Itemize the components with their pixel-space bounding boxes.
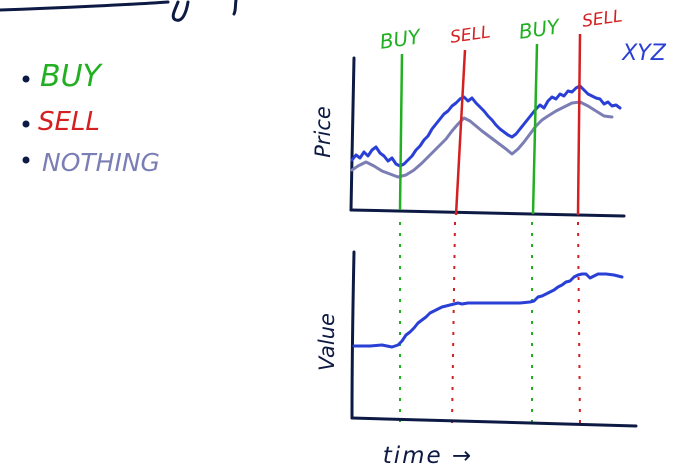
signal-line-sell-2 <box>576 33 582 216</box>
signal-line-buy-1 <box>398 53 404 211</box>
signal-line-buy-2 <box>531 43 539 215</box>
title-scribble <box>0 0 238 22</box>
signal-label-buy-2: BUY <box>517 14 562 44</box>
legend-label-buy: BUY <box>40 59 104 94</box>
signal-labels: BUY SELL BUY SELL <box>378 6 623 53</box>
price-chart-ylabel: Price <box>311 106 335 158</box>
legend-bullet-sell <box>22 120 30 128</box>
legend-bullet-buy <box>22 75 30 83</box>
signal-label-sell-2: SELL <box>581 6 624 31</box>
value-chart-y-axis <box>350 250 356 420</box>
time-axis-label: time → <box>383 443 474 469</box>
signal-line-sell-1 <box>454 49 467 216</box>
price-line <box>350 84 622 168</box>
signal-lines <box>398 33 582 427</box>
ticker-label: XYZ <box>621 41 667 66</box>
signal-dotted-sell-1 <box>451 221 456 425</box>
price-chart: Price <box>311 56 626 218</box>
legend-bullet-nothing <box>22 156 30 164</box>
value-chart-x-axis <box>350 416 638 428</box>
legend-label-nothing: NOTHING <box>42 148 160 177</box>
signal-dotted-sell-2 <box>577 221 581 427</box>
price-shadow-line <box>350 100 614 179</box>
price-chart-y-axis <box>349 56 356 212</box>
signal-label-buy-1: BUY <box>378 24 423 54</box>
legend: BUY SELL NOTHING <box>22 59 160 177</box>
signal-label-sell-1: SELL <box>449 22 492 47</box>
value-line <box>352 272 624 349</box>
value-chart: Value <box>315 250 638 428</box>
legend-label-sell: SELL <box>38 107 100 137</box>
value-chart-ylabel: Value <box>315 313 339 371</box>
price-chart-x-axis <box>349 208 626 218</box>
